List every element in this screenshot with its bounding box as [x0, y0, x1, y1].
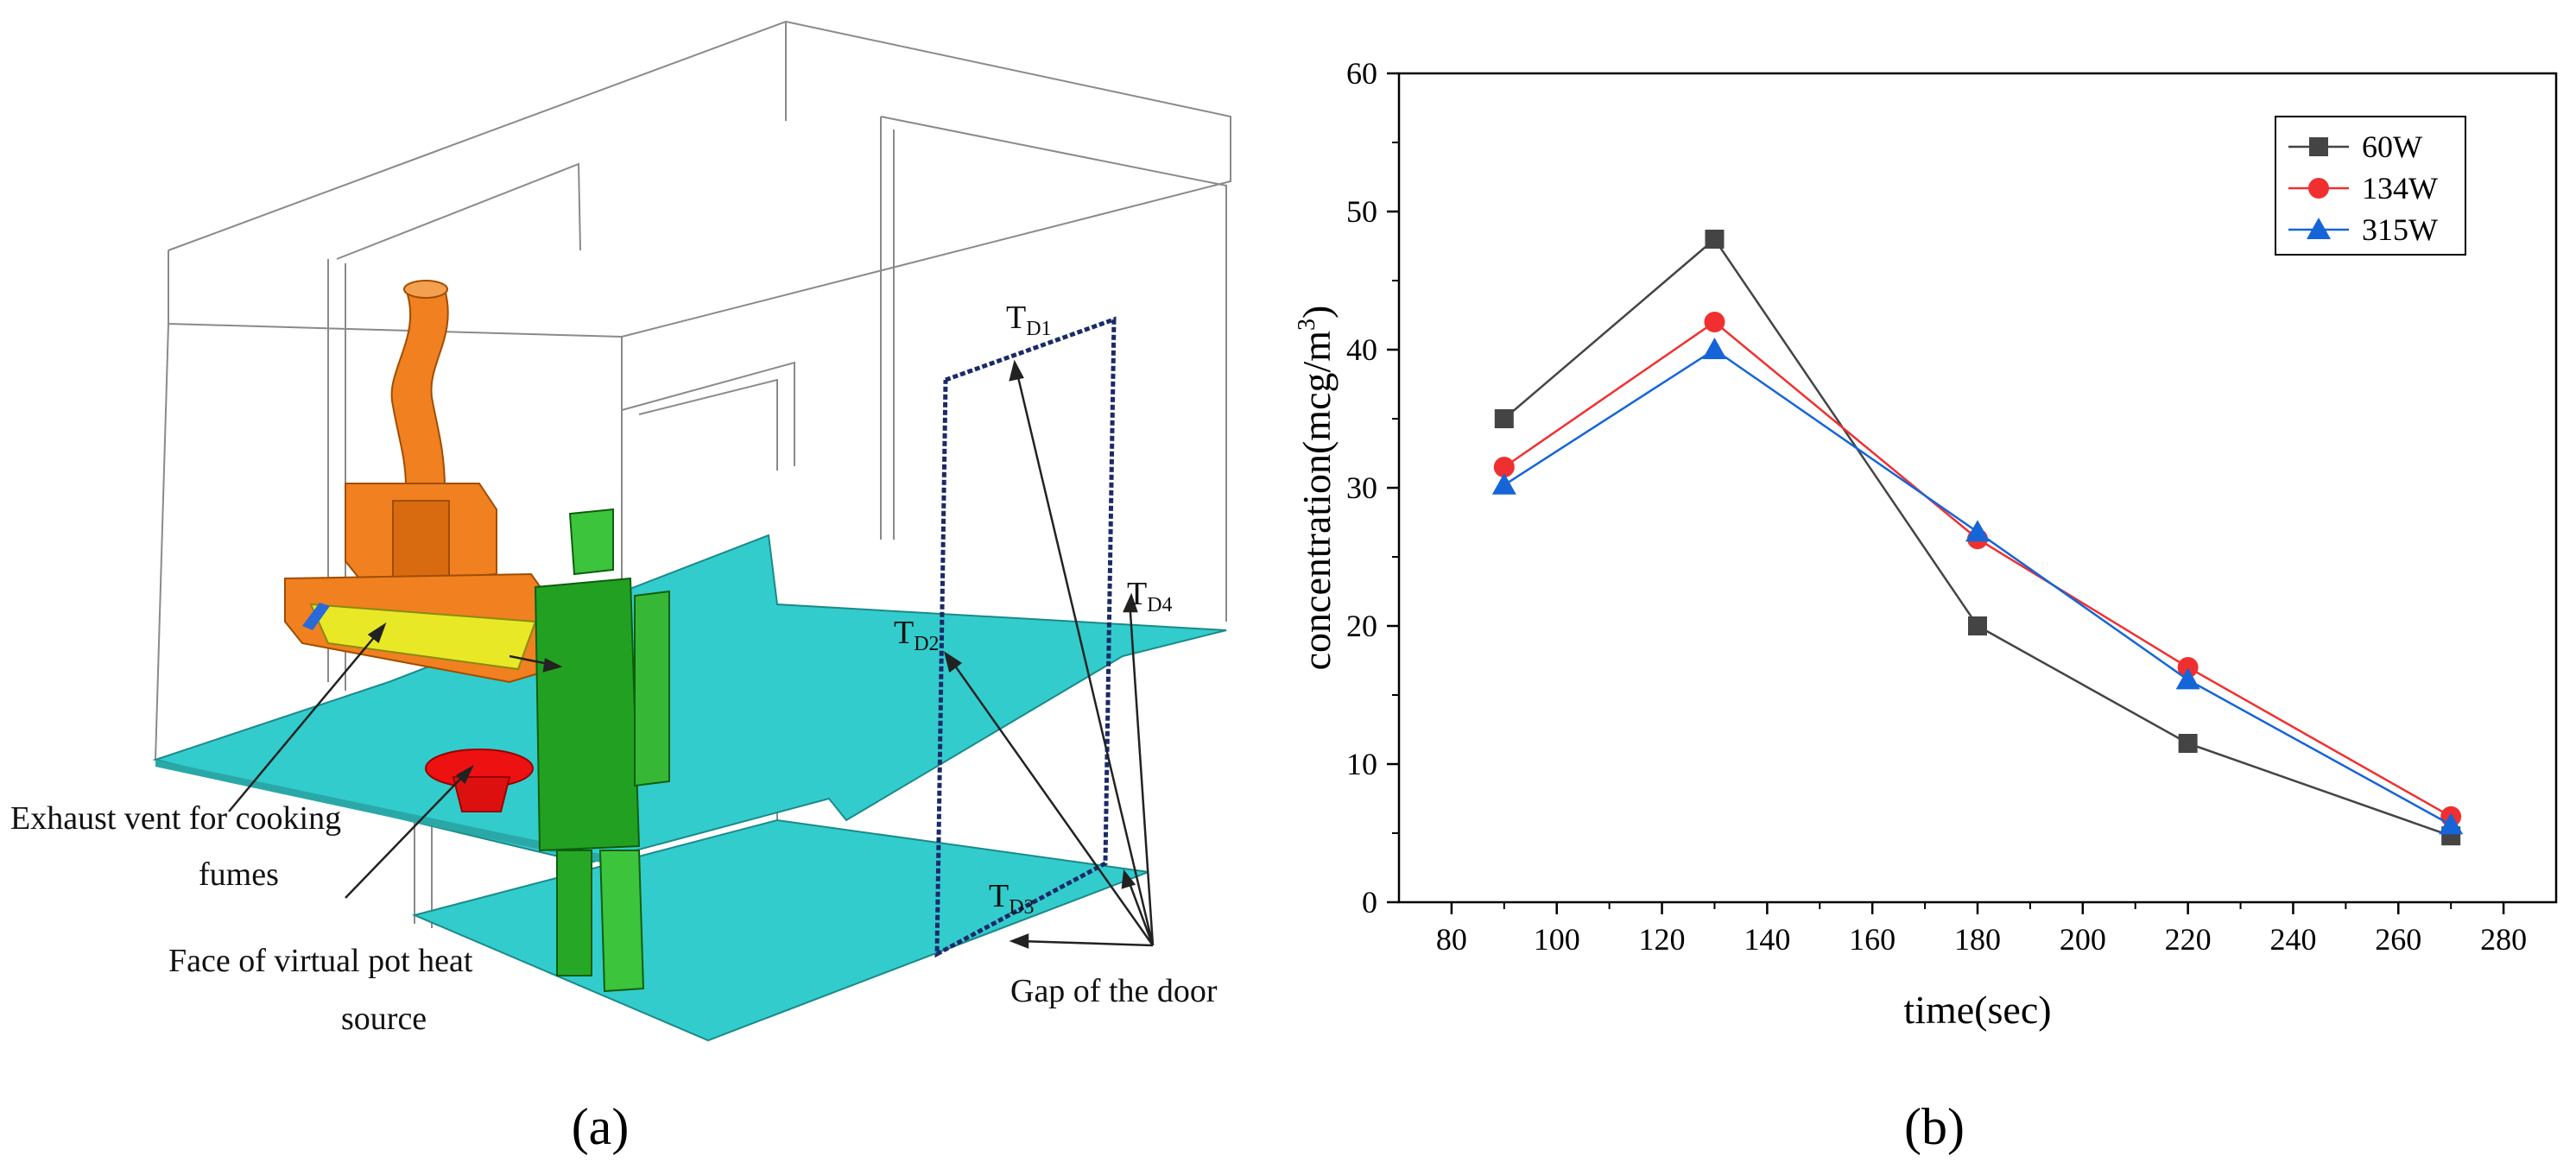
person-head: [568, 508, 614, 576]
x-tick-label: 160: [1849, 922, 1896, 957]
x-tick-label: 120: [1639, 922, 1686, 957]
virtual-pot: [425, 749, 534, 812]
series-layer: [1491, 230, 2464, 846]
y-tick-label: 0: [1362, 885, 1377, 919]
data-point-134W: [1493, 457, 1515, 477]
x-tick-label: 200: [2060, 922, 2106, 957]
data-point-60W: [1968, 616, 1987, 635]
label-pot-line1: Face of virtual pot heat: [168, 943, 473, 979]
data-point-315W: [1702, 338, 1727, 359]
y-tick-label: 60: [1346, 56, 1377, 91]
x-tick-label: 180: [1954, 922, 2001, 957]
x-axis-ticks: 80 100 120 140 160 180 200 220 240 260 280: [1436, 902, 2527, 957]
y-tick-label: 10: [1346, 747, 1377, 781]
data-point-315W: [2439, 812, 2464, 835]
label-exhaust-line2: fumes: [199, 856, 279, 893]
data-point-134W: [2177, 657, 2199, 678]
data-point-60W: [1705, 230, 1725, 249]
human-figure: [534, 508, 670, 993]
legend-box: [2275, 116, 2466, 256]
label-td3: TD3: [989, 878, 1035, 919]
legend-marker: [2307, 218, 2331, 239]
room-wireframe: [155, 20, 1231, 928]
duct-top-opening: [403, 280, 448, 299]
person-arm-right: [634, 590, 670, 787]
legend-marker: [2308, 178, 2329, 199]
label-td4: TD4: [1127, 576, 1173, 616]
door-gap: [934, 316, 1117, 958]
x-tick-label: 140: [1744, 922, 1790, 957]
person-leg-left: [556, 850, 592, 976]
exhaust-vent-face: [309, 603, 537, 671]
label-pot-line2: source: [341, 1001, 427, 1037]
caption-b: (b): [1904, 1098, 1965, 1155]
annotation-arrows: [228, 359, 1155, 949]
y-tick-label: 20: [1346, 609, 1377, 643]
exhaust-duct: [390, 288, 449, 489]
x-tick-label: 280: [2480, 922, 2527, 957]
kitchen-3d-model: TD1 TD2 TD3 TD4 Exhaust vent for cooking…: [10, 20, 1231, 1155]
label-td2: TD2: [894, 615, 940, 655]
x-axis-label: time(sec): [1903, 988, 2051, 1032]
legend: 60W 134W 315W: [2275, 116, 2466, 256]
x-tick-label: 240: [2269, 922, 2316, 957]
data-point-60W: [1494, 409, 1514, 428]
label-gap-of-door: Gap of the door: [1010, 973, 1218, 1009]
y-axis-ticks: 0 10 20 30 40 50 60: [1346, 56, 1399, 919]
vent-blue-corner: [302, 603, 330, 630]
legend-marker: [2309, 137, 2328, 156]
data-point-134W: [1704, 312, 1725, 332]
legend-label: 134W: [2362, 171, 2438, 205]
y-tick-label: 40: [1346, 332, 1377, 367]
data-point-315W: [2175, 667, 2200, 690]
y-tick-label: 50: [1346, 194, 1377, 229]
y-axis-label: concentration(mcg/m3): [1294, 306, 1339, 671]
legend-label: 60W: [2362, 130, 2422, 164]
label-td1: TD1: [1006, 300, 1052, 340]
person-torso: [534, 577, 641, 852]
label-exhaust-line1: Exhaust vent for cooking: [10, 800, 341, 837]
floor-front-edge: [155, 760, 604, 863]
caption-a: (a): [572, 1098, 630, 1155]
person-leg-right: [598, 850, 645, 993]
pot-base: [452, 776, 511, 812]
series-line-315W: [1503, 348, 2452, 826]
x-tick-label: 260: [2375, 922, 2421, 957]
concentration-chart: 80 100 120 140 160 180 200 220 240 260 280 0 10 20 30…: [1294, 56, 2558, 1155]
data-point-60W: [2178, 734, 2198, 753]
series-line-134W: [1503, 320, 2452, 818]
data-point-315W: [1491, 472, 1516, 495]
range-hood: [284, 280, 554, 684]
x-tick-label: 80: [1436, 922, 1467, 957]
y-tick-label: 30: [1346, 471, 1377, 505]
x-tick-label: 100: [1534, 922, 1580, 957]
legend-label: 315W: [2362, 212, 2438, 247]
data-point-315W: [1965, 520, 1990, 542]
x-tick-label: 220: [2165, 922, 2212, 957]
panel-a-labels: TD1 TD2 TD3 TD4 Exhaust vent for cooking…: [10, 300, 1218, 1037]
